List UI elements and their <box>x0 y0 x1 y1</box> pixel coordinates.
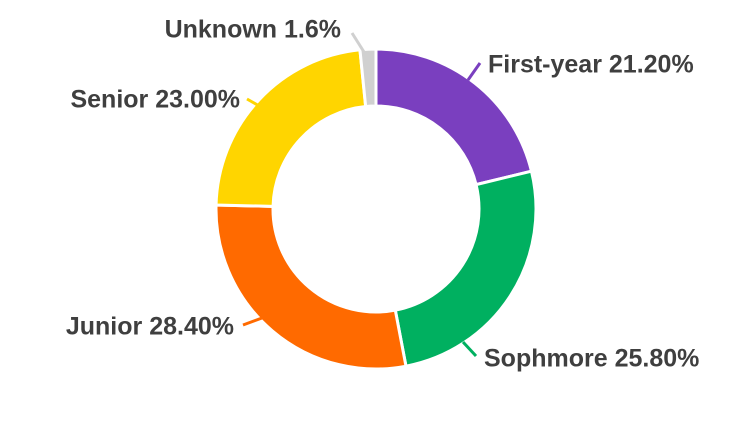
data-label-unknown: Unknown 1.6% <box>165 16 341 44</box>
slice-junior <box>214 203 408 371</box>
data-label-senior: Senior 23.00% <box>70 86 240 114</box>
data-label-junior: Junior 28.40% <box>66 313 234 341</box>
leader-line-senior <box>246 97 262 109</box>
data-label-sophmore: Sophmore 25.80% <box>484 345 699 373</box>
slice-senior <box>214 48 368 208</box>
slice-sophmore <box>393 169 538 368</box>
leader-line-sophmore <box>461 340 478 358</box>
slice-unknown <box>358 47 378 109</box>
data-label-first-year: First-year 21.20% <box>488 51 694 79</box>
leader-line-unknown <box>350 32 366 53</box>
donut-slices <box>214 47 538 371</box>
leader-lines <box>242 32 482 358</box>
leader-line-first-year <box>466 62 482 81</box>
leader-line-junior <box>242 316 263 327</box>
slice-labels: First-year 21.20% Sophmore 25.80% Junior 2… <box>66 16 700 373</box>
